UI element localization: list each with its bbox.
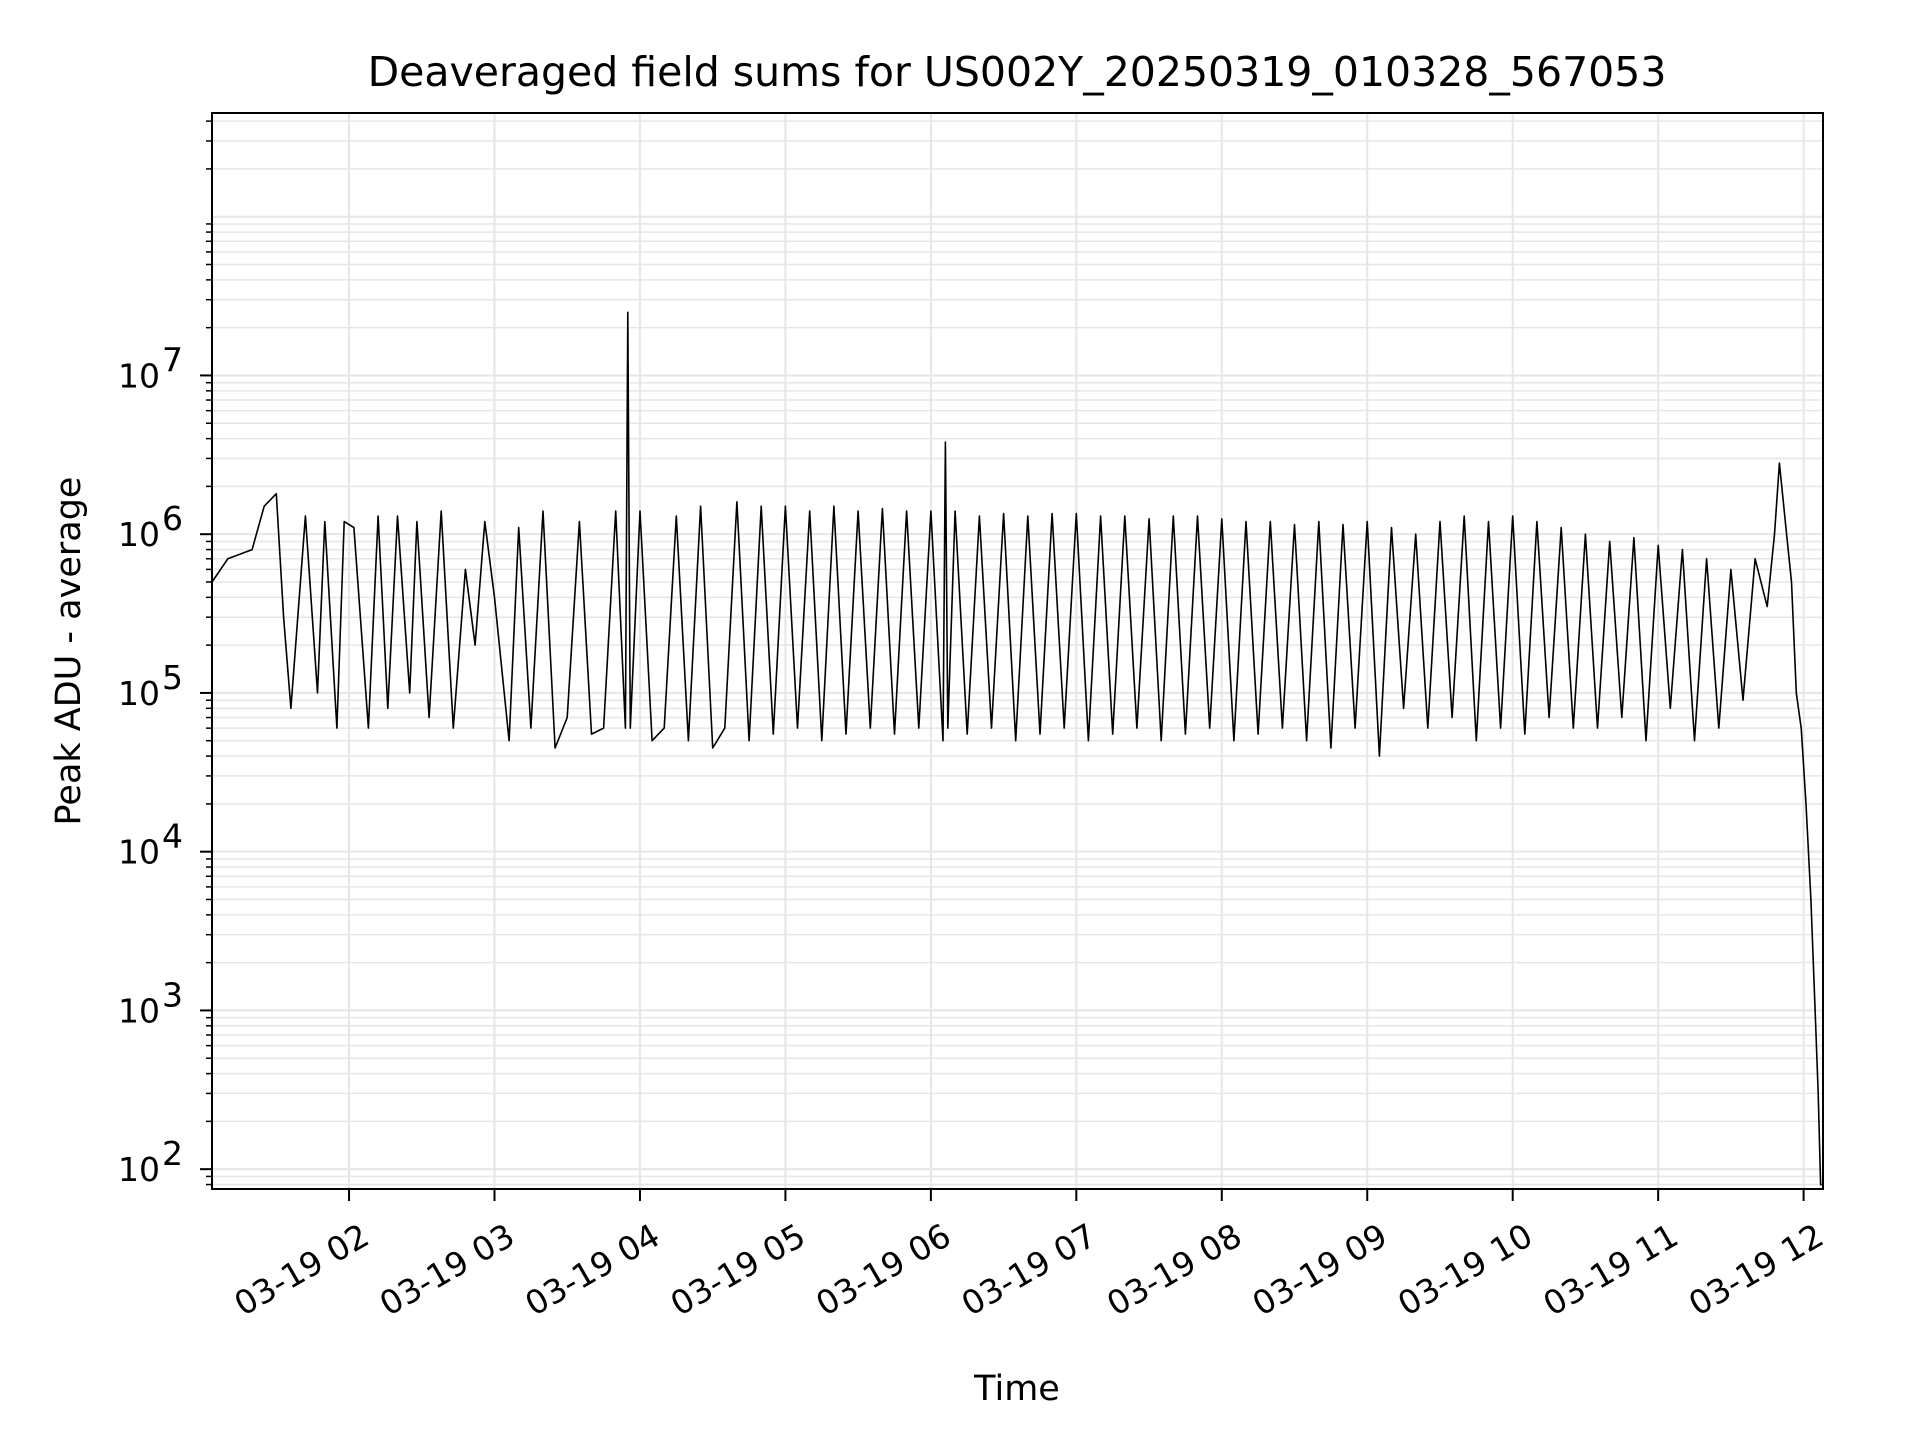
- y-tick-exponent: 7: [162, 340, 183, 379]
- y-tick-exponent: 4: [162, 817, 183, 856]
- y-tick-label: 10: [118, 515, 160, 554]
- y-tick-exponent: 2: [162, 1134, 183, 1173]
- data-series: [211, 311, 1822, 1186]
- y-tick-exponent: 3: [162, 975, 183, 1014]
- plot-frame: [211, 112, 1824, 1190]
- y-tick-label: 10: [118, 991, 160, 1030]
- chart-title: Deaveraged field sums for US002Y_2025031…: [368, 48, 1667, 96]
- y-tick-label: 10: [118, 674, 160, 713]
- y-tick-exponent: 5: [162, 658, 183, 697]
- x-axis-title: Time: [973, 1369, 1060, 1409]
- y-tick-label: 10: [118, 356, 160, 395]
- y-tick-label: 10: [118, 833, 160, 872]
- y-tick-label: 10: [118, 1150, 160, 1189]
- series-line-0: [211, 311, 1822, 1186]
- grid-lines: [212, 113, 1823, 1189]
- y-tick-exponent: 6: [162, 499, 183, 538]
- y-axis-title: Peak ADU - average: [49, 477, 89, 826]
